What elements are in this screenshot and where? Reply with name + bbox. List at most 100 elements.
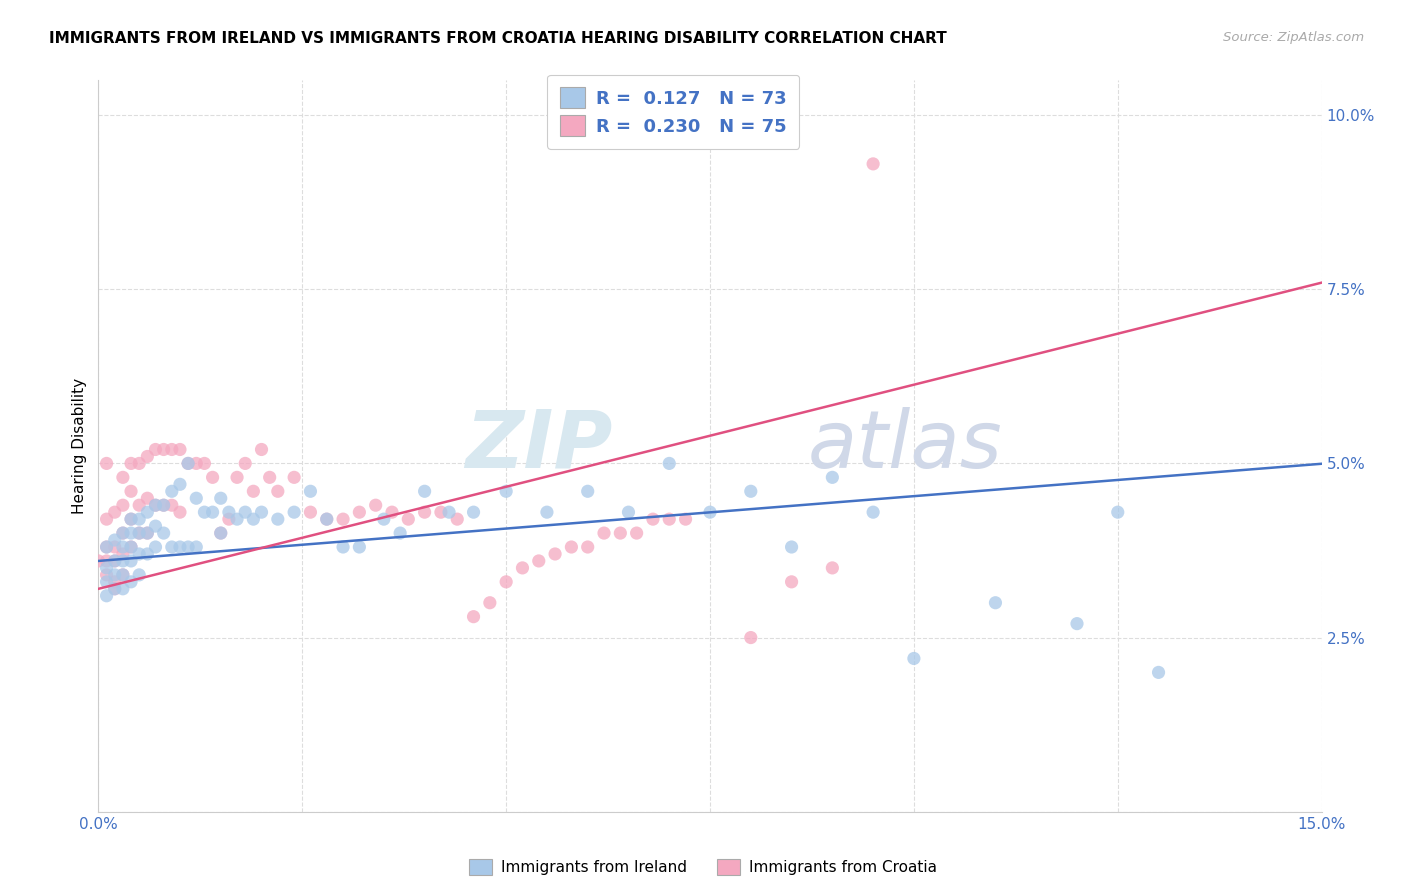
Point: [658, 512, 681, 526]
Point: [186, 540, 208, 554]
Point: [120, 540, 142, 554]
Point: [152, 526, 174, 541]
Point: [186, 457, 208, 471]
Point: [560, 540, 582, 554]
Point: [396, 512, 419, 526]
Point: [218, 512, 240, 526]
Point: [201, 505, 224, 519]
Point: [136, 491, 159, 506]
Point: [259, 470, 281, 484]
Point: [96, 540, 118, 554]
Point: [111, 582, 134, 596]
Point: [209, 526, 232, 541]
Point: [120, 574, 142, 589]
Point: [136, 526, 159, 541]
Point: [675, 512, 697, 526]
Point: [111, 526, 134, 541]
Point: [96, 561, 118, 575]
Point: [111, 540, 134, 554]
Point: [111, 567, 134, 582]
Y-axis label: Hearing Disability: Hearing Disability: [72, 378, 87, 514]
Point: [437, 505, 460, 519]
Legend: R =  0.127   N = 73, R =  0.230   N = 75: R = 0.127 N = 73, R = 0.230 N = 75: [547, 75, 800, 149]
Point: [128, 547, 150, 561]
Point: [593, 526, 616, 541]
Point: [128, 457, 150, 471]
Point: [299, 484, 322, 499]
Point: [740, 484, 762, 499]
Point: [128, 567, 150, 582]
Point: [821, 561, 844, 575]
Point: [413, 505, 436, 519]
Point: [446, 512, 468, 526]
Point: [315, 512, 337, 526]
Text: Source: ZipAtlas.com: Source: ZipAtlas.com: [1223, 31, 1364, 45]
Point: [96, 574, 118, 589]
Point: [478, 596, 501, 610]
Point: [267, 512, 290, 526]
Point: [226, 512, 249, 526]
Point: [160, 442, 183, 457]
Point: [242, 484, 264, 499]
Point: [283, 470, 305, 484]
Point: [193, 457, 215, 471]
Point: [349, 505, 371, 519]
Point: [209, 491, 232, 506]
Point: [1066, 616, 1088, 631]
Text: ZIP: ZIP: [465, 407, 612, 485]
Point: [233, 457, 256, 471]
Point: [430, 505, 453, 519]
Point: [177, 457, 200, 471]
Point: [120, 512, 142, 526]
Point: [250, 505, 273, 519]
Point: [609, 526, 631, 541]
Point: [267, 484, 290, 499]
Point: [1147, 665, 1170, 680]
Point: [111, 526, 134, 541]
Point: [283, 505, 305, 519]
Point: [111, 547, 134, 561]
Point: [104, 574, 127, 589]
Point: [332, 512, 354, 526]
Point: [389, 526, 412, 541]
Point: [780, 540, 803, 554]
Point: [381, 505, 404, 519]
Point: [862, 505, 884, 519]
Point: [104, 533, 127, 547]
Point: [120, 484, 142, 499]
Point: [128, 526, 150, 541]
Point: [463, 505, 485, 519]
Point: [349, 540, 371, 554]
Point: [160, 498, 183, 512]
Point: [128, 526, 150, 541]
Point: [463, 609, 485, 624]
Point: [218, 505, 240, 519]
Point: [104, 505, 127, 519]
Point: [96, 554, 118, 568]
Point: [96, 567, 118, 582]
Point: [136, 526, 159, 541]
Point: [169, 505, 191, 519]
Point: [250, 442, 273, 457]
Point: [145, 540, 167, 554]
Point: [862, 157, 884, 171]
Point: [626, 526, 648, 541]
Legend: Immigrants from Ireland, Immigrants from Croatia: Immigrants from Ireland, Immigrants from…: [464, 855, 942, 880]
Point: [152, 442, 174, 457]
Point: [111, 498, 134, 512]
Point: [169, 442, 191, 457]
Point: [96, 589, 118, 603]
Point: [136, 547, 159, 561]
Point: [233, 505, 256, 519]
Point: [169, 477, 191, 491]
Point: [527, 554, 550, 568]
Point: [177, 540, 200, 554]
Point: [128, 512, 150, 526]
Point: [209, 526, 232, 541]
Point: [145, 519, 167, 533]
Point: [104, 540, 127, 554]
Point: [242, 512, 264, 526]
Point: [152, 498, 174, 512]
Point: [821, 470, 844, 484]
Point: [177, 457, 200, 471]
